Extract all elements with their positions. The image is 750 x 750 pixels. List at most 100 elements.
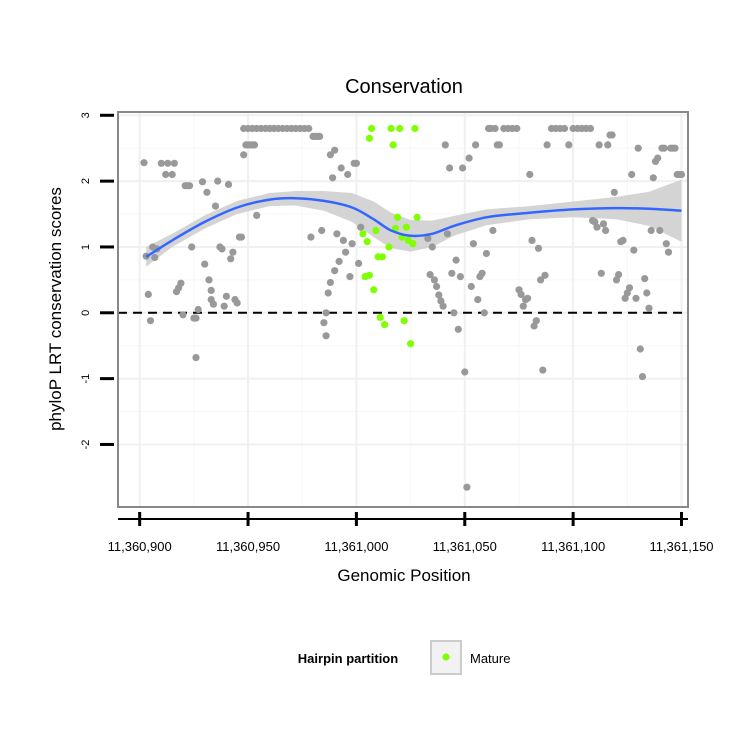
data-point [144, 290, 152, 298]
data-point-mature [389, 141, 397, 149]
data-point [619, 236, 627, 244]
data-point [625, 284, 634, 292]
data-point-mature [413, 213, 421, 221]
data-point [638, 373, 647, 381]
x-tick-label: 11,361,150 [649, 539, 713, 554]
data-point-mature [381, 321, 389, 329]
data-point [671, 144, 679, 152]
data-point [524, 294, 532, 302]
data-point [478, 269, 486, 277]
data-point [426, 271, 434, 279]
data-point [253, 211, 261, 219]
legend-key-mature-dot [442, 653, 450, 661]
y-axis-label: phyloP LRT conservation scores [46, 187, 65, 431]
data-point-mature [394, 213, 402, 221]
data-point [222, 292, 230, 300]
data-point [565, 141, 573, 149]
data-point [467, 282, 475, 291]
data-point [465, 154, 473, 162]
data-point [472, 141, 480, 149]
data-point [168, 170, 176, 179]
data-point [194, 305, 202, 314]
y-tick-label: 2 [80, 178, 92, 184]
data-point [610, 188, 618, 196]
data-point [615, 271, 623, 279]
data-point [162, 170, 170, 179]
legend-key-box [430, 640, 462, 675]
data-point [318, 226, 326, 235]
data-point [654, 154, 662, 162]
y-tick-label: 3 [80, 112, 92, 118]
data-point [146, 317, 155, 325]
data-point [322, 332, 330, 340]
y-tick-label: 1 [80, 244, 92, 250]
smooth-trend-line [145, 196, 682, 258]
data-point-mature [378, 253, 386, 261]
data-point [339, 236, 347, 244]
data-point-mature [387, 124, 395, 133]
data-point [656, 226, 664, 235]
data-point [491, 124, 499, 133]
legend: Hairpin partition Mature [298, 640, 510, 675]
data-point [326, 151, 334, 159]
data-point [560, 124, 569, 133]
data-point [441, 141, 449, 149]
data-point [357, 223, 365, 231]
data-point [151, 253, 159, 262]
data-point-mature [400, 317, 408, 325]
data-point-mature [365, 271, 373, 279]
data-point [602, 226, 610, 235]
x-tick-label: 11,361,100 [541, 539, 605, 554]
data-point [430, 276, 438, 284]
data-point [342, 248, 350, 256]
legend-entry-mature-label: Mature [470, 651, 510, 666]
data-point [335, 257, 343, 265]
data-point-mature [372, 226, 380, 235]
data-point [355, 259, 363, 267]
data-point [250, 141, 259, 149]
data-point [641, 275, 649, 283]
data-point-mature [370, 286, 378, 294]
data-point [632, 294, 640, 302]
data-point [528, 236, 536, 244]
data-point-mature [368, 124, 376, 133]
confidence-band [146, 179, 682, 267]
x-axis-label: Genomic Position [337, 566, 470, 585]
data-point [539, 366, 547, 374]
y-tick-label: -2 [80, 440, 92, 450]
data-point [433, 282, 441, 291]
data-point [224, 180, 233, 188]
x-tick-label: 11,360,900 [108, 539, 172, 554]
chart-title: Conservation [345, 76, 463, 98]
data-point [326, 278, 334, 287]
data-point [207, 286, 215, 294]
data-point-mature [385, 243, 393, 251]
data-point [439, 302, 447, 310]
data-point [628, 170, 636, 179]
data-point [214, 177, 222, 185]
plot-panel [117, 111, 689, 508]
data-point [177, 279, 185, 287]
data-point [608, 131, 616, 139]
data-point [647, 226, 655, 235]
data-point [474, 296, 482, 304]
data-point [645, 304, 653, 312]
data-point [333, 230, 341, 238]
legend-title: Hairpin partition [298, 651, 398, 666]
data-point [229, 248, 237, 256]
data-point [435, 291, 443, 299]
data-point [233, 299, 241, 307]
data-point [649, 174, 657, 182]
data-point [188, 243, 196, 251]
data-point [630, 246, 638, 254]
data-point [324, 289, 332, 297]
data-point [331, 146, 339, 154]
data-point [307, 233, 315, 241]
data-point [352, 159, 360, 167]
data-point [660, 144, 668, 152]
data-point [586, 124, 595, 133]
data-point [240, 151, 248, 159]
data-point [201, 260, 209, 268]
data-point [643, 289, 651, 297]
data-point [320, 319, 328, 327]
